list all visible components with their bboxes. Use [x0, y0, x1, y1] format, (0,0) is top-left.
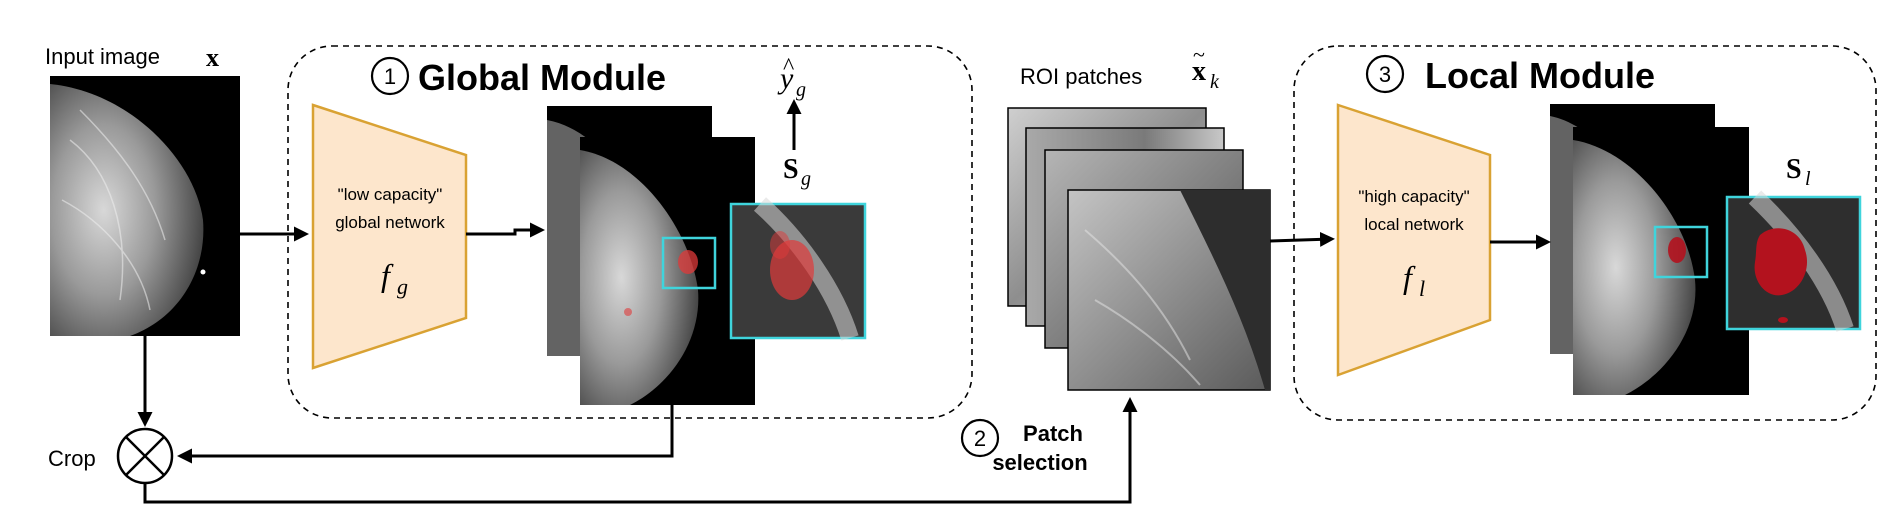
- local-network-line1: "high capacity": [1358, 187, 1469, 206]
- global-network-block: "low capacity" global network f g: [311, 103, 468, 370]
- roi-symbol: x: [1192, 56, 1206, 87]
- patch-selection-number-badge: 2: [960, 418, 1000, 458]
- local-saliency-stack: [1550, 104, 1862, 395]
- global-module-number-badge: 1: [370, 56, 410, 96]
- global-network-to-saliency-arrow: [466, 222, 545, 238]
- patches-to-local-arrow: [1269, 231, 1335, 247]
- global-output-symbol: y: [777, 62, 794, 95]
- roi-symbol-subscript: k: [1210, 71, 1220, 93]
- roi-patch-stack: [1007, 107, 1271, 391]
- global-saliency-subscript: g: [801, 168, 811, 190]
- local-module-number-badge: 3: [1365, 54, 1405, 94]
- local-module-title: Local Module: [1425, 55, 1655, 96]
- input-label: Input image: [45, 44, 160, 69]
- local-saliency-subscript: l: [1805, 168, 1811, 190]
- global-output-hat: ^: [783, 54, 794, 80]
- local-saliency-symbol: S: [1786, 154, 1802, 185]
- crop-to-patch-selection-arrow: [143, 397, 1138, 504]
- svg-text:1: 1: [384, 64, 396, 89]
- global-saliency-stack: [547, 106, 867, 405]
- svg-text:2: 2: [974, 426, 986, 451]
- global-module-box: [287, 45, 973, 419]
- local-module-box: [1293, 45, 1877, 421]
- global-roi-highlight: [661, 236, 717, 290]
- global-module-title: Global Module: [418, 57, 666, 98]
- global-network-line2: global network: [335, 213, 445, 232]
- local-roi-highlight: [1653, 225, 1709, 279]
- flow-arrows: [137, 222, 1551, 504]
- global-output-subscript: g: [796, 79, 806, 101]
- patch-selection-line2: selection: [992, 450, 1087, 475]
- crop-label: Crop: [48, 446, 96, 471]
- svg-text:3: 3: [1379, 62, 1391, 87]
- roi-symbol-tilde: ~: [1193, 42, 1205, 67]
- input-symbol: x: [206, 43, 219, 72]
- global-function-subscript: g: [397, 274, 408, 299]
- input-mammogram: [50, 76, 240, 336]
- global-network-line1: "low capacity": [338, 185, 443, 204]
- saliency-to-crop-arrow: [177, 405, 674, 464]
- patch-selection-line1: Patch: [1023, 421, 1083, 446]
- local-network-block: "high capacity" local network f l: [1336, 103, 1492, 377]
- local-network-line2: local network: [1364, 215, 1464, 234]
- local-function-subscript: l: [1419, 276, 1425, 301]
- global-saliency-symbol: S: [783, 154, 799, 185]
- crop-operator-icon: [116, 427, 174, 485]
- roi-label: ROI patches: [1020, 64, 1142, 89]
